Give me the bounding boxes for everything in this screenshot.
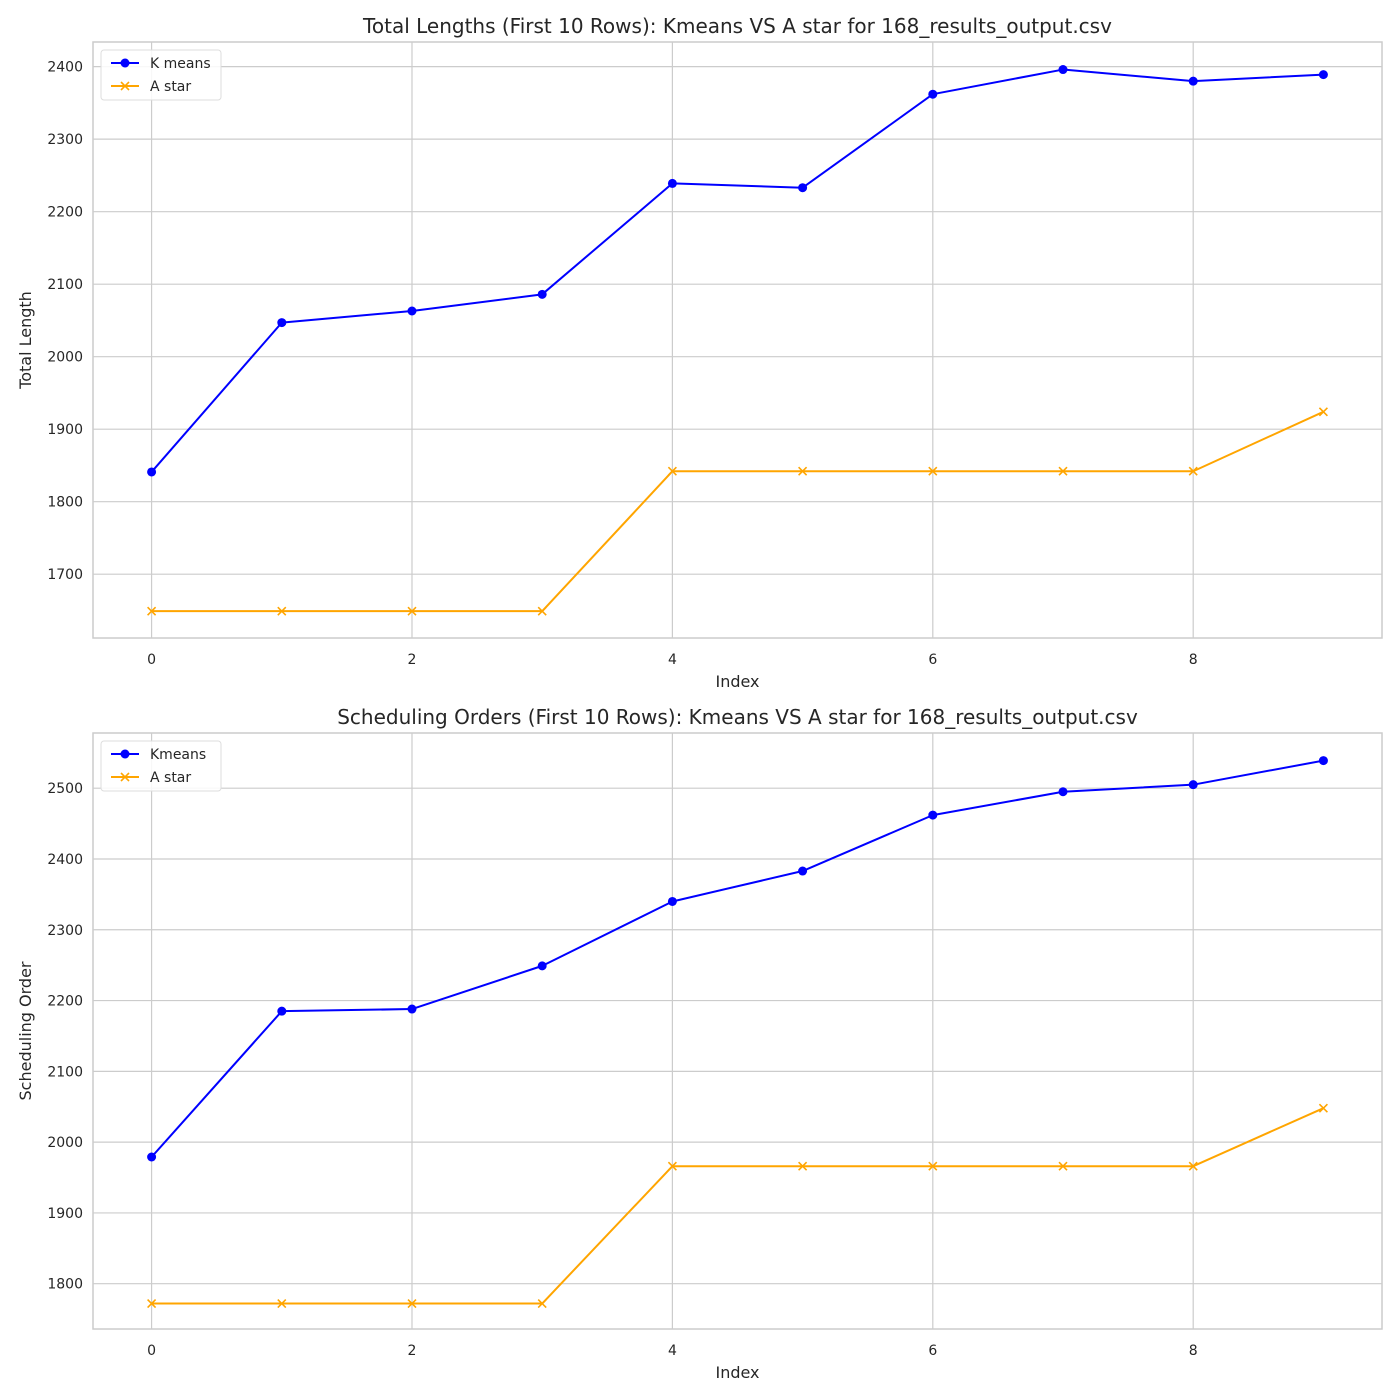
data-point — [667, 178, 677, 188]
series-k-means — [147, 65, 1328, 477]
data-point — [537, 606, 547, 616]
chart-title: Scheduling Orders (First 10 Rows): Kmean… — [337, 705, 1138, 729]
data-point — [277, 1298, 287, 1309]
data-point — [537, 961, 547, 971]
data-point — [928, 89, 938, 99]
x-tick-label: 4 — [668, 1343, 677, 1359]
data-point — [1318, 407, 1328, 417]
y-tick-label: 2100 — [47, 1064, 83, 1080]
data-point — [1318, 1103, 1328, 1113]
legend: Kmeans A star — [100, 740, 222, 792]
data-point — [1058, 466, 1068, 476]
data-point — [798, 466, 808, 476]
data-point — [1058, 1161, 1068, 1171]
x-tick-label: 8 — [1189, 1343, 1198, 1359]
x-tick-label: 2 — [408, 652, 417, 668]
x-tick-label: 0 — [147, 652, 156, 668]
data-point — [537, 289, 547, 299]
y-axis-label: Scheduling Order — [16, 961, 35, 1100]
data-point — [277, 606, 287, 616]
plot-frame — [92, 41, 1383, 639]
y-tick-label: 2500 — [47, 781, 83, 797]
legend-label: A star — [150, 770, 191, 786]
series-line — [151, 410, 1324, 613]
series-line — [150, 68, 1324, 473]
y-tick-label: 1700 — [47, 567, 83, 583]
data-point — [147, 467, 157, 477]
data-point — [667, 1161, 677, 1171]
data-point — [1058, 787, 1068, 797]
data-point — [928, 810, 938, 820]
x-tick-label: 4 — [668, 652, 677, 668]
legend-label: Kmeans — [150, 747, 206, 763]
data-point — [537, 1298, 547, 1309]
legend-marker — [120, 81, 130, 91]
y-tick-label: 2100 — [47, 277, 83, 293]
data-point — [1188, 76, 1198, 86]
y-tick-label: 2000 — [47, 350, 83, 366]
data-point — [407, 1004, 417, 1014]
series-line — [150, 759, 1324, 1158]
data-point — [928, 466, 938, 476]
plot-frame — [92, 732, 1383, 1330]
x-axis-label: Index — [715, 672, 759, 691]
data-point — [407, 306, 417, 316]
x-axis-label: Index — [715, 1363, 759, 1382]
y-tick-label: 1900 — [47, 422, 83, 438]
data-point — [147, 1298, 157, 1309]
y-tick-label: 2200 — [47, 994, 83, 1010]
series-line — [151, 1107, 1324, 1305]
legend-marker — [120, 749, 130, 759]
total-lengths-chart: Total Lengths (First 10 Rows): Kmeans VS… — [16, 14, 1383, 691]
y-tick-label: 1900 — [47, 1206, 83, 1222]
data-point — [1188, 780, 1198, 790]
data-point — [1188, 466, 1198, 476]
y-tick-label: 2400 — [47, 60, 83, 76]
y-tick-label: 2300 — [47, 132, 83, 148]
data-point — [407, 606, 417, 616]
data-point — [407, 1298, 417, 1309]
legend-label: K means — [150, 56, 211, 72]
x-tick-label: 6 — [928, 652, 937, 668]
data-point — [798, 866, 808, 876]
data-point — [147, 1152, 157, 1162]
y-tick-label: 1800 — [47, 495, 83, 511]
y-axis-label: Total Length — [16, 291, 35, 390]
x-tick-label: 8 — [1189, 652, 1198, 668]
y-tick-label: 2300 — [47, 923, 83, 939]
data-point — [667, 896, 677, 906]
data-point — [277, 1006, 287, 1016]
series-a-star — [147, 1103, 1328, 1309]
data-point — [277, 318, 287, 328]
legend-marker — [120, 772, 130, 782]
data-point — [798, 1161, 808, 1171]
legend: K means A star — [100, 49, 222, 101]
x-tick-label: 6 — [928, 1343, 937, 1359]
y-tick-label: 1800 — [47, 1277, 83, 1293]
x-tick-label: 2 — [408, 1343, 417, 1359]
y-tick-label: 2200 — [47, 205, 83, 221]
data-point — [1318, 756, 1328, 766]
data-point — [928, 1161, 938, 1171]
data-point — [1058, 65, 1068, 75]
y-tick-label: 2400 — [47, 852, 83, 868]
series-kmeans — [147, 756, 1328, 1162]
scheduling-orders-chart: Scheduling Orders (First 10 Rows): Kmean… — [16, 705, 1383, 1382]
data-point — [147, 606, 157, 616]
data-point — [667, 466, 677, 476]
chart-title: Total Lengths (First 10 Rows): Kmeans VS… — [362, 14, 1112, 38]
series-a-star — [147, 407, 1328, 616]
y-tick-label: 2000 — [47, 1135, 83, 1151]
data-point — [1318, 70, 1328, 80]
legend-label: A star — [150, 79, 191, 95]
x-tick-label: 0 — [147, 1343, 156, 1359]
data-point — [798, 183, 808, 193]
data-point — [1188, 1161, 1198, 1171]
legend-marker — [120, 58, 130, 68]
